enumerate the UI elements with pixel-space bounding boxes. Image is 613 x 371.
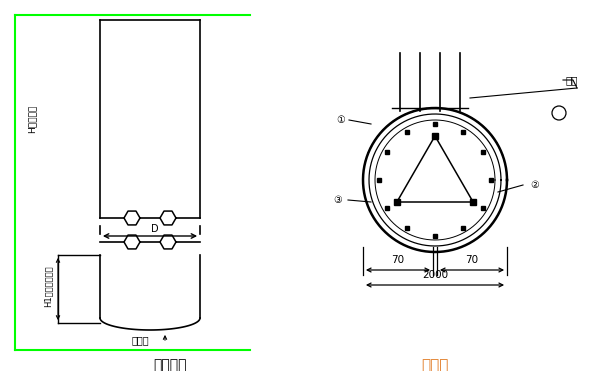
Text: 桩身大样: 桩身大样	[153, 358, 187, 371]
Text: D: D	[151, 224, 159, 234]
Text: H（桩长）: H（桩长）	[28, 105, 37, 133]
Text: 70: 70	[465, 255, 479, 265]
Text: 70: 70	[392, 255, 405, 265]
Text: 桩截面: 桩截面	[421, 358, 449, 371]
Text: ①: ①	[337, 115, 345, 125]
Text: H1（入岩深度）: H1（入岩深度）	[44, 266, 53, 307]
Text: 焊接: 焊接	[565, 75, 577, 85]
Text: ②: ②	[531, 180, 539, 190]
Text: ③: ③	[333, 195, 343, 205]
Text: 持力层: 持力层	[131, 335, 149, 345]
Text: 2000: 2000	[422, 270, 448, 280]
